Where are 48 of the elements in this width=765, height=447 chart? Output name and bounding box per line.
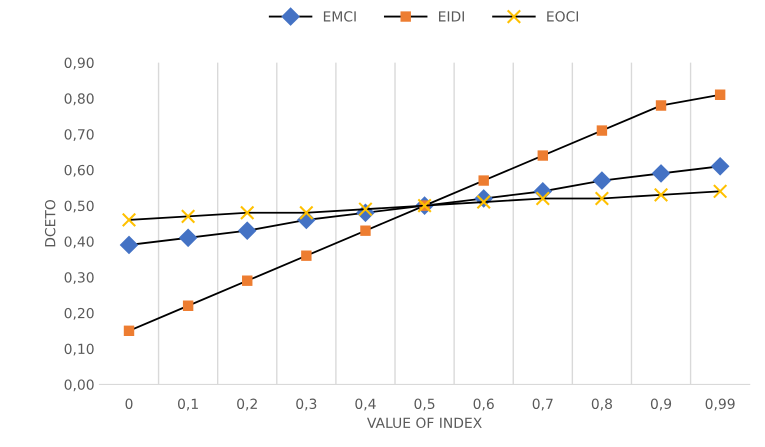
legend-label: EMCI xyxy=(324,11,356,22)
point xyxy=(592,171,612,190)
y-tick-label: 0,00 xyxy=(64,379,94,392)
x-tick-label: 0,8 xyxy=(592,398,612,410)
point xyxy=(120,236,138,254)
y-tick-label: 0,50 xyxy=(64,200,94,213)
point xyxy=(652,164,670,183)
point xyxy=(712,184,728,199)
point xyxy=(710,157,730,176)
y-tick-label: 0,10 xyxy=(64,344,94,356)
y-tick-label: 0,80 xyxy=(64,93,94,106)
point xyxy=(596,125,608,136)
x-tick-label: 0,99 xyxy=(706,398,735,410)
x-axis-title: VALUE OF INDEX xyxy=(367,418,482,428)
point xyxy=(182,300,194,311)
x-tick-label: 0,2 xyxy=(237,398,257,410)
y-tick-label: 0,60 xyxy=(64,164,94,177)
x-tick-label: 0,7 xyxy=(532,398,553,410)
y-tick-label: 0,20 xyxy=(64,308,94,320)
point xyxy=(240,205,255,220)
legend-label: EOCI xyxy=(547,11,578,22)
y-tick-label: 0,40 xyxy=(64,236,94,248)
x-tick-label: 0 xyxy=(126,398,133,410)
point xyxy=(301,250,312,261)
point xyxy=(538,150,548,161)
point xyxy=(360,225,371,236)
point xyxy=(654,188,668,202)
point xyxy=(238,221,256,240)
point xyxy=(124,326,134,336)
x-tick-label: 0,4 xyxy=(355,398,376,410)
point xyxy=(180,209,196,224)
y-tick-label: 0,90 xyxy=(64,58,94,70)
x-tick-label: 0,5 xyxy=(414,398,434,410)
x-tick-label: 0,9 xyxy=(650,398,672,410)
x-tick-label: 0,6 xyxy=(474,398,494,410)
point xyxy=(122,212,136,228)
point xyxy=(714,90,726,100)
y-axis-title: DCETO xyxy=(44,200,56,246)
x-tick-label: 0,3 xyxy=(296,398,316,410)
point xyxy=(478,175,489,186)
point xyxy=(242,276,252,286)
point xyxy=(656,100,666,111)
point xyxy=(178,228,198,247)
legend-label: EIDI xyxy=(439,11,464,22)
y-tick-label: 0,70 xyxy=(64,129,94,141)
point xyxy=(594,191,610,206)
x-tick-label: 0,1 xyxy=(178,398,198,410)
y-tick-label: 0,30 xyxy=(64,272,94,284)
